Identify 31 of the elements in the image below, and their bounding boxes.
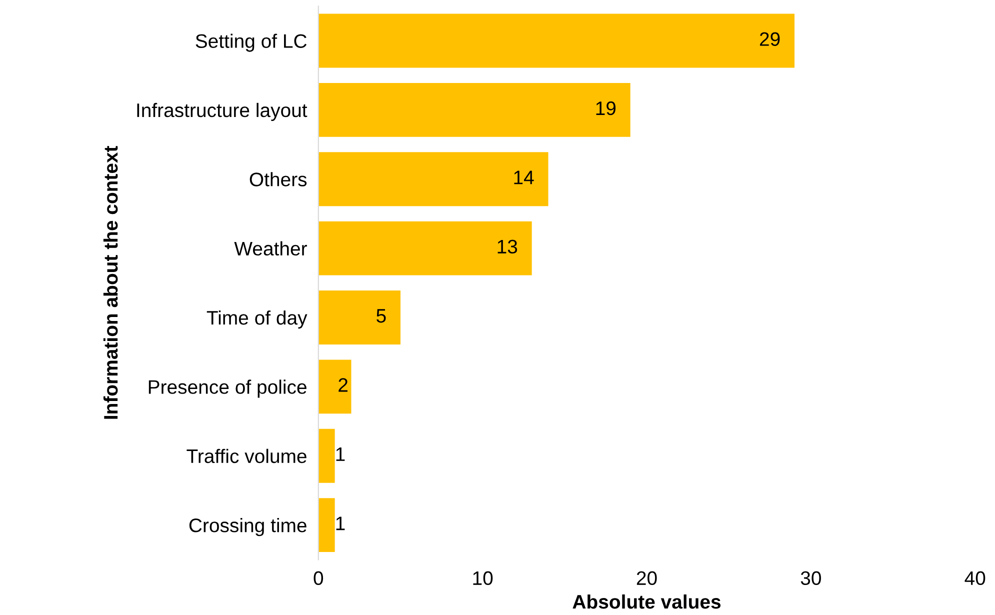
x-tick-label: 40	[964, 571, 986, 586]
bar	[318, 498, 335, 552]
y-tick-label: Crossing time	[189, 518, 306, 536]
y-tick-label: Time of day	[206, 310, 308, 329]
x-tick-label: 30	[800, 571, 821, 586]
data-label: 1	[336, 448, 345, 461]
y-tick-label: Setting of LC	[196, 34, 307, 52]
data-label: 5	[376, 309, 386, 323]
y-axis-title: Information about the context	[103, 146, 118, 419]
y-tick-label: Presence of police	[148, 380, 306, 398]
data-label: 19	[596, 101, 616, 116]
x-tick-label: 20	[636, 571, 657, 586]
bar	[318, 360, 352, 414]
bar	[318, 221, 532, 276]
x-tick-label: 10	[473, 571, 493, 586]
data-label: 29	[760, 32, 780, 46]
x-tick-label: 0	[314, 571, 324, 586]
bar	[318, 428, 335, 483]
y-tick-label: Traffic volume	[186, 448, 306, 464]
data-label: 13	[498, 240, 518, 254]
bar	[318, 290, 400, 344]
data-label: 1	[336, 516, 345, 530]
data-label: 14	[514, 170, 534, 184]
x-axis-title: Absolute values	[572, 594, 721, 609]
y-tick-label: Others	[250, 172, 307, 186]
bar	[318, 14, 795, 68]
y-tick-label: Weather	[234, 241, 307, 256]
bar	[318, 82, 630, 137]
bar	[318, 152, 548, 206]
y-tick-label: Infrastructure layout	[137, 102, 308, 122]
data-label: 2	[338, 378, 348, 392]
